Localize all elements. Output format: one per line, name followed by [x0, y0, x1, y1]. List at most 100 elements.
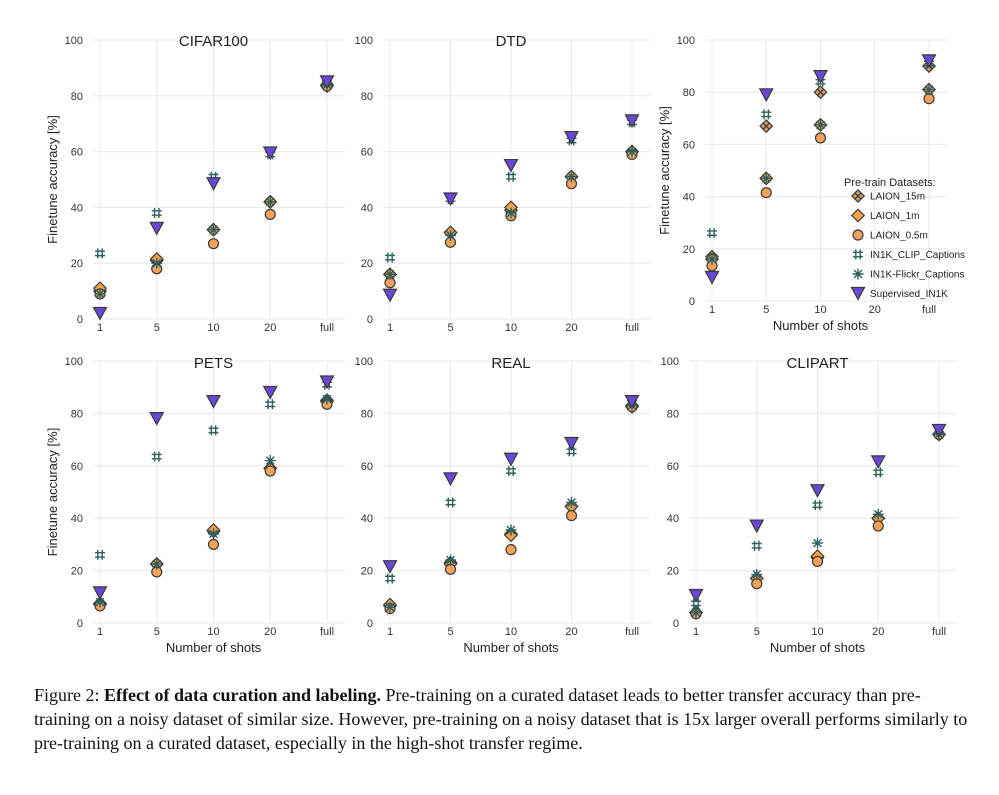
- legend-swatch: [850, 208, 866, 223]
- x-tick-label: 20: [264, 322, 276, 334]
- data-point: [205, 177, 222, 191]
- data-point: [384, 601, 396, 613]
- data-point: [503, 158, 519, 173]
- legend-swatch: [852, 229, 864, 241]
- y-tick-label: 80: [71, 91, 83, 103]
- legend-swatch: [853, 249, 863, 260]
- data-point: [815, 76, 826, 87]
- data-point: [814, 132, 827, 144]
- data-point: [92, 586, 108, 601]
- data-point: [503, 452, 519, 467]
- y-tick-label: 0: [77, 314, 83, 326]
- data-point: [563, 436, 580, 451]
- x-tick-label: 10: [207, 626, 219, 638]
- legend-label: LAION_1m: [870, 211, 919, 222]
- data-point: [264, 455, 276, 467]
- y-tick-label: 100: [355, 356, 373, 368]
- data-point: [95, 248, 105, 259]
- data-point: [812, 537, 823, 549]
- series-Supervised_IN1K: [704, 54, 937, 285]
- y-tick-label: 80: [361, 408, 373, 420]
- y-tick-label: 0: [689, 296, 695, 308]
- data-point: [151, 207, 162, 218]
- data-point: [264, 465, 276, 477]
- data-point: [759, 119, 774, 134]
- y-tick-label: 60: [71, 147, 83, 159]
- x-tick-label: 1: [693, 626, 699, 638]
- data-point: [442, 192, 459, 207]
- x-tick-label: full: [625, 322, 639, 334]
- y-tick-label: 0: [673, 618, 679, 630]
- data-point: [442, 472, 459, 487]
- data-point: [921, 54, 937, 69]
- data-point: [384, 268, 396, 280]
- y-tick-label: 100: [65, 356, 83, 368]
- y-tick-label: 20: [71, 566, 83, 578]
- data-point: [761, 109, 772, 120]
- x-tick-label: 1: [97, 322, 103, 334]
- y-tick-label: 20: [361, 566, 373, 578]
- data-point: [208, 528, 219, 540]
- x-tick-label: 5: [447, 626, 453, 638]
- legend-title: Pre-train Datasets:: [844, 177, 936, 189]
- x-tick-label: 1: [709, 304, 715, 316]
- x-tick-label: full: [625, 626, 639, 638]
- data-point: [205, 395, 222, 409]
- data-point: [95, 549, 105, 560]
- data-point: [382, 560, 398, 574]
- y-tick-label: 40: [361, 513, 373, 525]
- y-tick-label: 0: [367, 314, 373, 326]
- data-point: [760, 187, 772, 199]
- data-point: [207, 538, 220, 551]
- y-tick-label: 40: [71, 513, 83, 525]
- data-point: [931, 423, 947, 438]
- data-point: [923, 93, 935, 105]
- x-axis-title: Number of shots: [463, 640, 559, 655]
- data-point: [151, 451, 162, 462]
- data-point: [385, 252, 395, 263]
- panel-title: DTD: [496, 33, 527, 50]
- caption-text: Pre-training on a curated dataset leads …: [34, 685, 968, 753]
- x-tick-label: 10: [811, 626, 823, 638]
- data-point: [870, 455, 886, 470]
- data-point: [749, 519, 765, 534]
- y-tick-label: 20: [361, 258, 373, 270]
- data-point: [688, 588, 704, 603]
- series-Supervised_IN1K: [92, 375, 335, 601]
- chart-panel-2: 0 20 40 60 80 100 1 5 10 20 full DTD: [355, 33, 650, 334]
- x-tick-label: 20: [264, 626, 276, 638]
- y-tick-label: 0: [77, 618, 83, 630]
- series-IN1K-Flickr_Captions: [384, 146, 638, 280]
- data-point: [760, 172, 772, 184]
- data-point: [563, 131, 580, 145]
- panel-title: PETS: [194, 355, 233, 372]
- data-point: [94, 288, 106, 300]
- data-point: [809, 484, 826, 498]
- legend-label: Supervised_IN1K: [870, 289, 948, 300]
- x-tick-label: full: [932, 626, 946, 638]
- data-point: [566, 171, 577, 183]
- data-point: [566, 496, 577, 508]
- data-point: [92, 306, 108, 321]
- legend-swatch: [852, 268, 864, 280]
- data-point: [444, 563, 457, 575]
- data-point: [208, 425, 219, 436]
- series-Supervised_IN1K: [92, 75, 335, 321]
- y-tick-label: 100: [355, 35, 373, 47]
- legend: Pre-train Datasets: LAION_15m LAION_1m LAIO…: [844, 177, 965, 301]
- y-tick-label: 60: [667, 461, 679, 473]
- x-tick-label: 5: [447, 322, 453, 334]
- x-axis-title: Number of shots: [166, 640, 262, 655]
- y-tick-label: 40: [361, 202, 373, 214]
- data-point: [691, 598, 701, 609]
- data-point: [751, 540, 762, 551]
- data-point: [445, 554, 456, 566]
- y-tick-label: 40: [667, 513, 679, 525]
- y-tick-label: 40: [683, 192, 695, 204]
- data-point: [923, 84, 935, 96]
- legend-label: LAION_0.5m: [870, 231, 928, 242]
- y-axis-title: Finetune accuracy [%]: [45, 428, 60, 557]
- y-tick-label: 20: [667, 566, 679, 578]
- data-point: [751, 578, 763, 590]
- data-point: [811, 555, 824, 568]
